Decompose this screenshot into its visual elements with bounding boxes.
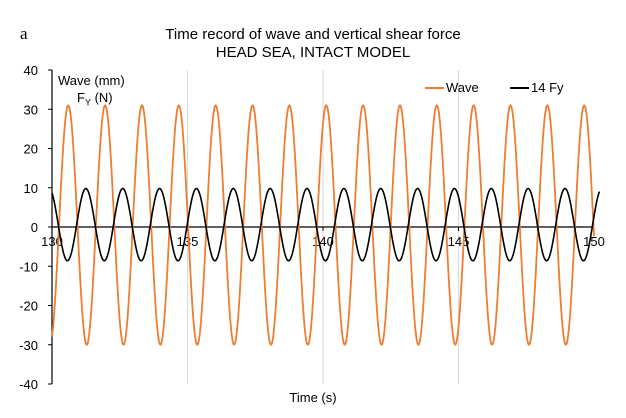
- y-axis-label-force-unit: (N): [90, 90, 113, 105]
- y-axis-label-wave: Wave (mm): [58, 73, 125, 88]
- y-tick-label: 30: [24, 102, 38, 117]
- y-tick-label: 20: [24, 142, 38, 157]
- panel-label: a: [20, 24, 28, 43]
- chart-title: Time record of wave and vertical shear f…: [165, 26, 461, 43]
- y-tick-label: -10: [19, 259, 38, 274]
- y-axis-label-force-subscript: Y: [84, 97, 91, 108]
- y-tick-label: -20: [19, 299, 38, 314]
- x-tick-label: 150: [583, 234, 605, 249]
- x-tick-label: 140: [312, 234, 334, 249]
- y-tick-label: 10: [24, 181, 38, 196]
- y-axis-label-force: FY (N): [77, 90, 113, 108]
- y-tick-label: -30: [19, 338, 38, 353]
- x-tick-label: 135: [177, 234, 199, 249]
- legend-label-wave: Wave: [446, 80, 479, 95]
- x-axis-label: Time (s): [289, 390, 337, 405]
- y-tick-label: 0: [31, 220, 38, 235]
- legend-swatch-wave: [425, 86, 444, 89]
- y-tick-label: 40: [24, 63, 38, 78]
- legend-swatch-fy: [510, 86, 529, 89]
- legend-label-fy: 14 Fy: [531, 80, 564, 95]
- legend-item-wave: Wave: [425, 80, 479, 95]
- y-axis-label-force-symbol: F: [77, 90, 85, 105]
- y-tick-label: -40: [19, 377, 38, 392]
- series-line-wave: [51, 104, 595, 346]
- legend-item-fy: 14 Fy: [510, 80, 564, 95]
- series-line-fy: [51, 187, 601, 262]
- chart-subtitle: HEAD SEA, INTACT MODEL: [215, 44, 411, 61]
